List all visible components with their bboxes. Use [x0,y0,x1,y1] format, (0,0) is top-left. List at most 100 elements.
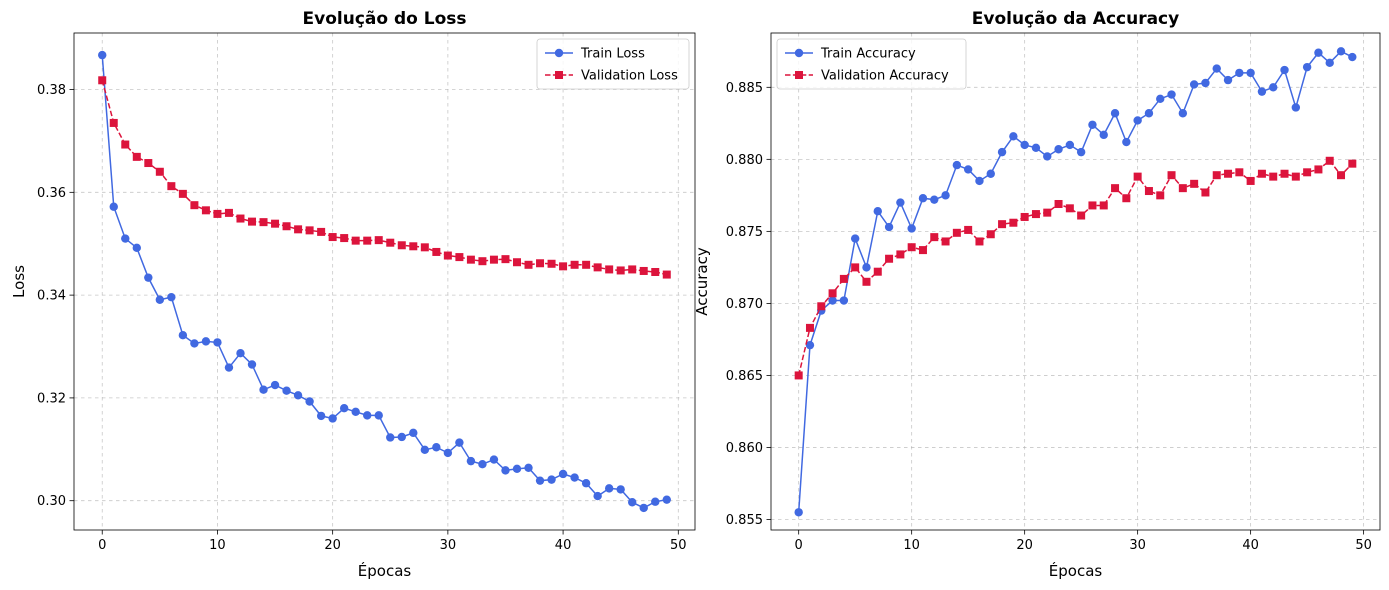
data-point [805,323,814,332]
data-point [213,209,222,218]
y-tick-label: 0.865 [726,369,763,384]
data-point [884,222,894,232]
data-point [839,274,848,283]
data-point [805,340,815,350]
data-point [524,260,533,269]
data-point [121,140,130,149]
data-point [132,152,141,161]
data-point [294,225,303,234]
data-point [409,428,418,438]
data-point [1133,116,1142,125]
data-point [918,246,927,255]
data-point [604,484,614,493]
x-tick-label: 50 [670,538,687,553]
x-axis-label: Épocas [1049,561,1103,580]
data-point [167,292,176,302]
data-point [941,237,950,246]
data-point [1167,171,1176,180]
legend-marker [795,71,803,79]
data-point [873,267,882,276]
data-point [616,485,625,494]
data-point [374,411,383,420]
data-point [397,241,406,250]
y-tick-label: 0.860 [726,441,763,456]
data-point [98,76,107,85]
data-point [1088,120,1097,129]
x-tick-label: 10 [903,538,920,553]
legend-marker [554,48,564,58]
data-point [363,411,372,420]
y-tick-label: 0.32 [37,391,66,406]
chart-1: 0 10 20 30 40 50 0.30 0.32 0.34 0.36 0.38 Evolução … [10,9,696,580]
data-point [144,273,153,282]
grid [771,33,1380,530]
data-point [963,165,973,174]
data-point [478,257,487,266]
data-point [339,403,349,413]
x-tick-label: 30 [1129,538,1146,553]
data-point [662,270,671,279]
data-point [501,466,510,475]
data-point [1223,75,1233,85]
data-point [386,433,395,442]
data-point [941,191,950,200]
data-point [420,445,430,455]
data-point [236,214,245,223]
data-point [1144,187,1153,196]
data-point [1156,191,1165,200]
data-point [964,225,973,234]
data-point [570,260,579,269]
axes-frame [73,32,696,531]
y-tick-label: 0.875 [726,225,763,240]
data-point [828,289,837,298]
data-point [351,236,360,245]
data-point [236,348,245,358]
legend-marker [794,48,804,58]
data-point [109,118,118,127]
data-point [420,243,429,252]
x-tick-label: 20 [324,538,341,553]
data-point [862,277,871,286]
data-point [190,201,199,210]
data-point [443,448,453,458]
data-point [247,360,257,369]
data-point [201,206,210,215]
data-point [593,491,602,501]
x-tick-label: 20 [1016,538,1033,553]
data-point [224,363,234,372]
data-point [581,479,591,488]
data-point [1144,109,1154,118]
data-point [1020,140,1029,150]
data-point [1133,172,1142,181]
data-point [1031,143,1041,153]
legend-label: Train Accuracy [820,47,916,62]
x-tick-label: 40 [1242,538,1259,553]
data-point [986,169,995,178]
data-point [1337,171,1346,180]
data-point [794,371,803,380]
data-point [1178,109,1188,118]
data-point [1054,145,1063,154]
data-point [628,498,637,507]
data-point [559,262,568,271]
data-point [98,50,107,60]
data-point [1054,199,1063,208]
y-axis-label: Loss [10,265,28,298]
data-point [828,296,837,305]
data-point [896,198,905,207]
data-point [850,234,860,243]
data-point [1111,184,1120,193]
series-train-loss [98,50,671,513]
data-point [930,195,939,204]
data-point [547,475,556,484]
x-tick-label: 0 [98,538,106,553]
y-tick-label: 0.855 [726,513,763,528]
data-point [1325,156,1334,165]
data-point [1156,94,1165,104]
chart-title: Evolução da Accuracy [972,9,1179,29]
x-tick-label: 0 [795,538,803,553]
series-line [101,55,667,509]
data-point [536,259,545,268]
data-point [1099,201,1108,210]
